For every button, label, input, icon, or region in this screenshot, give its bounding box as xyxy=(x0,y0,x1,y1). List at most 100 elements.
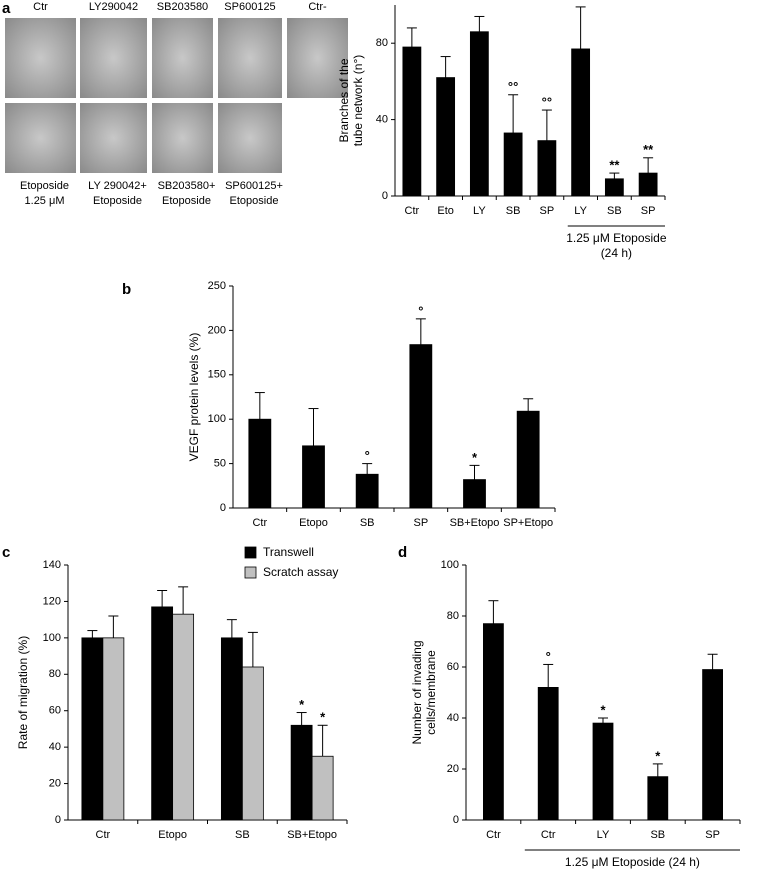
bar xyxy=(638,172,658,197)
panel-letter: b xyxy=(122,281,131,298)
y-tick-label: 120 xyxy=(43,595,61,607)
error-bar xyxy=(308,408,319,446)
micrograph xyxy=(152,18,213,98)
x-tick-label: SP xyxy=(413,517,428,529)
bar xyxy=(355,473,379,509)
micrograph-label: Etoposide xyxy=(20,180,69,192)
annotation: ° xyxy=(546,649,551,664)
micrograph-label: LY 290042+ xyxy=(88,180,147,192)
x-tick-label: Ctr xyxy=(405,205,420,217)
error-bar xyxy=(226,619,237,638)
error-bar xyxy=(488,600,499,624)
bar xyxy=(151,606,174,821)
y-tick-label: 60 xyxy=(447,661,459,673)
y-tick-label: 0 xyxy=(220,502,226,514)
x-tick-label: SB+Etopo xyxy=(450,517,500,529)
x-tick-label: SB xyxy=(360,517,375,529)
y-tick-label: 140 xyxy=(43,559,61,571)
micrograph-label: LY290042 xyxy=(89,1,138,13)
micrograph xyxy=(218,18,282,98)
error-bar xyxy=(541,109,552,141)
error-bar xyxy=(643,157,654,174)
x-tick-label: SB+Etopo xyxy=(287,829,337,841)
micrograph xyxy=(287,18,348,98)
y-axis-label: cells/membrane xyxy=(424,650,438,735)
micrograph-label: SB203580 xyxy=(157,1,208,13)
y-axis-label: Number of invading xyxy=(410,640,424,744)
annotation: * xyxy=(320,710,326,725)
micrograph xyxy=(218,103,282,173)
y-tick-label: 50 xyxy=(214,458,226,470)
error-bar xyxy=(652,763,663,777)
x-tick-label: Ctr xyxy=(252,517,267,529)
annotation: ** xyxy=(643,142,654,157)
x-tick-label: Eto xyxy=(437,205,454,217)
x-tick-label: LY xyxy=(597,829,610,841)
y-axis-label: tube network (n°) xyxy=(351,55,365,147)
annotation: °° xyxy=(508,79,518,94)
bar xyxy=(220,637,243,821)
annotation: * xyxy=(299,697,305,712)
y-tick-label: 40 xyxy=(376,114,388,126)
bar xyxy=(503,132,523,197)
x-tick-label: SB xyxy=(506,205,521,217)
micrograph xyxy=(80,103,147,173)
micrograph xyxy=(5,103,76,173)
micrograph-label: Etoposide xyxy=(93,195,142,207)
x-tick-label: Ctr xyxy=(96,829,111,841)
y-tick-label: 100 xyxy=(43,632,61,644)
x-tick-label: Etopo xyxy=(158,829,187,841)
error-bar xyxy=(317,724,328,757)
y-tick-label: 20 xyxy=(49,777,61,789)
bar xyxy=(469,31,489,197)
bar xyxy=(702,669,723,821)
x-tick-label: SP xyxy=(705,829,720,841)
x-tick-label: LY xyxy=(473,205,486,217)
y-tick-label: 100 xyxy=(208,413,226,425)
annotation: * xyxy=(600,702,606,717)
annotation: ** xyxy=(609,158,620,173)
error-bar xyxy=(415,318,426,345)
y-tick-label: 0 xyxy=(453,814,459,826)
error-bar xyxy=(362,463,373,475)
y-tick-label: 20 xyxy=(447,763,459,775)
error-bar xyxy=(474,15,485,32)
error-bar xyxy=(440,56,451,78)
bar xyxy=(409,344,433,509)
annotation: * xyxy=(472,450,478,465)
x-tick-label: SP xyxy=(540,205,555,217)
y-tick-label: 0 xyxy=(55,814,61,826)
error-bar xyxy=(247,631,258,667)
bar xyxy=(302,445,325,509)
x-tick-label: Etopo xyxy=(299,517,328,529)
legend-label: Scratch assay xyxy=(263,565,338,579)
bar xyxy=(592,722,614,821)
panel-letter: c xyxy=(2,544,10,561)
error-bar xyxy=(508,94,519,133)
legend-swatch xyxy=(244,546,257,559)
error-bar xyxy=(254,392,265,420)
error-bar xyxy=(87,630,98,638)
error-bar xyxy=(178,586,189,615)
x-tick-label: SP xyxy=(641,205,656,217)
bar xyxy=(290,724,313,821)
error-bar xyxy=(609,172,620,179)
annotation: ° xyxy=(418,303,423,318)
panel-letter: a xyxy=(2,0,11,17)
group-label: 1.25 μM Etoposide xyxy=(566,231,667,245)
x-tick-label: Ctr xyxy=(486,829,501,841)
error-bar xyxy=(469,464,480,480)
error-bar xyxy=(543,663,554,688)
y-tick-label: 200 xyxy=(208,324,226,336)
x-tick-label: SB xyxy=(235,829,250,841)
x-tick-label: SP+Etopo xyxy=(503,517,553,529)
micrograph-label: Ctr xyxy=(33,1,48,13)
micrograph-label: Etoposide xyxy=(162,195,211,207)
bar xyxy=(172,613,195,821)
error-bar xyxy=(598,717,608,724)
bar xyxy=(241,666,264,821)
group-label: (24 h) xyxy=(601,246,632,260)
bar xyxy=(311,755,334,821)
y-tick-label: 60 xyxy=(49,705,61,717)
micrograph xyxy=(152,103,213,173)
